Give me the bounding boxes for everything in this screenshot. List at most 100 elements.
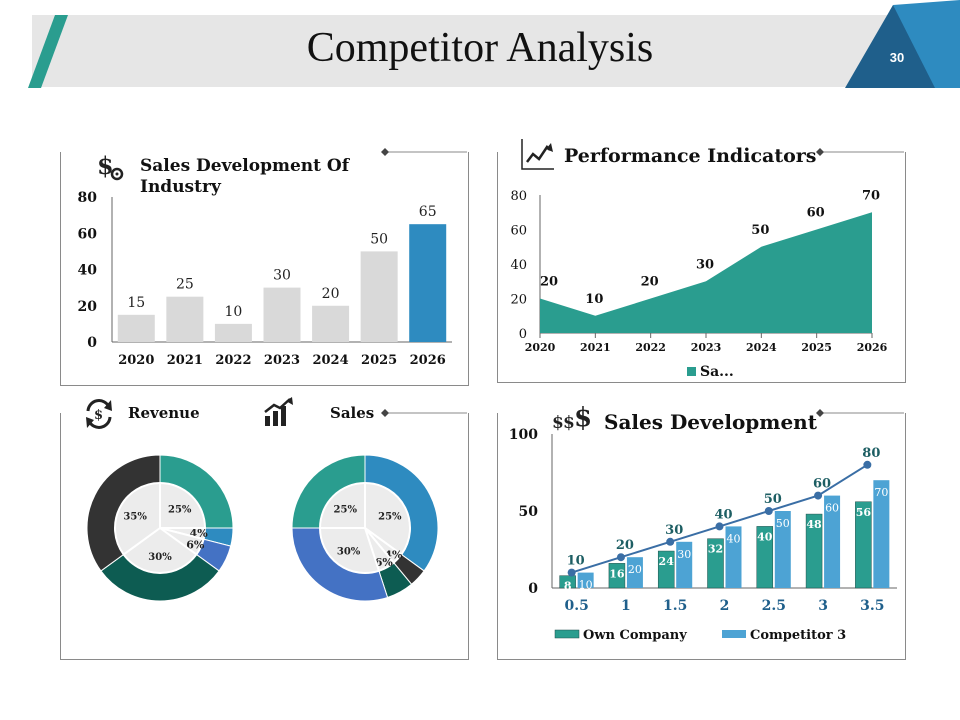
pie-inner-slice	[114, 481, 161, 556]
svg-text:$: $	[94, 408, 103, 423]
y-tick-label: 0	[519, 327, 527, 342]
x-tick-label: 2024	[746, 341, 777, 354]
bar-value-label: 10	[225, 304, 243, 320]
bar-competitor	[725, 526, 742, 588]
x-tick-label: 2022	[215, 353, 251, 368]
bar-value-label: 50	[776, 517, 790, 530]
industry-title: Sales Development Of Industry	[140, 156, 350, 197]
bar	[166, 296, 204, 342]
pie-inner-slice	[159, 481, 207, 529]
bar-competitor	[824, 495, 841, 588]
bar-value-label: 70	[874, 486, 888, 499]
pie-inner-slice	[122, 526, 198, 574]
industry-bar-chart: 0 20 40 60 80 15 2020 25 2021 10 2022 30 2023 20 2024 5…	[78, 190, 452, 368]
x-tick-label: 2023	[264, 353, 300, 368]
bar-own-company	[805, 513, 823, 589]
line-value-label: 40	[714, 507, 732, 522]
slice-label: 25%	[378, 511, 402, 522]
bar-own-company	[657, 550, 675, 589]
y-tick-label: 80	[510, 189, 527, 204]
bar	[263, 287, 301, 342]
legend-swatch	[554, 629, 580, 639]
legend-swatch	[687, 367, 696, 376]
page-number: 30	[889, 50, 905, 65]
bar-value-label: 32	[708, 543, 723, 556]
header-decoration	[28, 0, 960, 88]
pie-inner-slice	[318, 527, 381, 574]
sales-pie-chart: 25%4%6%30%25%	[291, 455, 439, 602]
bar-growth-icon	[264, 397, 293, 426]
bar-value-label: 65	[419, 204, 437, 220]
header-band	[32, 15, 932, 87]
legend-label: Own Company	[583, 628, 687, 643]
line-point	[814, 491, 823, 500]
bar	[409, 224, 447, 342]
x-tick-label: 2021	[580, 341, 611, 354]
bar-competitor	[774, 511, 791, 588]
bar-own-company	[707, 538, 724, 589]
line-value-label: 30	[665, 523, 683, 538]
pies-panel	[60, 413, 469, 660]
data-label: 30	[696, 257, 714, 272]
bar	[214, 323, 252, 342]
bar-value-label: 30	[677, 548, 691, 561]
svg-text:$: $	[552, 413, 564, 433]
diamond-marker	[816, 148, 824, 156]
diamond-marker	[381, 409, 389, 417]
slice-label: 30%	[337, 547, 361, 558]
slice-label: 6%	[375, 556, 394, 569]
legend-label: Sa...	[700, 364, 734, 380]
bar-value-label: 15	[127, 295, 145, 311]
x-tick-label: 2	[720, 598, 730, 614]
page-title: Competitor Analysis	[306, 25, 654, 71]
bar-value-label: 60	[825, 502, 839, 515]
sales-dev-title: Sales Development	[604, 410, 817, 434]
header-triangle-light	[893, 0, 960, 88]
dollar-gear-icon: $	[97, 151, 124, 181]
diamond-marker	[381, 148, 389, 156]
refresh-dollar-icon: $	[86, 399, 112, 429]
slice-label: 35%	[123, 511, 147, 522]
bar-value-label: 40	[727, 532, 741, 545]
x-tick-label: 2023	[691, 341, 722, 354]
trend-chart-icon	[521, 139, 554, 170]
y-tick-label: 0	[528, 581, 538, 597]
y-tick-label: 40	[78, 263, 98, 279]
data-label: 20	[540, 275, 558, 290]
slice-label: 25%	[168, 504, 192, 515]
y-tick-label: 0	[87, 335, 97, 351]
bar-value-label: 20	[322, 286, 340, 302]
data-label: 10	[585, 292, 603, 307]
line-value-label: 20	[616, 538, 634, 553]
x-tick-label: 2022	[635, 341, 666, 354]
area-series	[540, 212, 872, 333]
x-tick-label: 1.5	[663, 598, 687, 614]
bar-value-label: 48	[806, 518, 822, 531]
y-tick-label: 80	[78, 190, 98, 206]
sales-title: Sales	[330, 404, 375, 422]
bar-value-label: 25	[176, 277, 194, 293]
line-point	[863, 460, 872, 469]
dollar-signs-icon: $ $ $	[552, 403, 592, 433]
line-point	[764, 507, 773, 515]
y-tick-label: 50	[519, 504, 539, 520]
line-value-label: 80	[862, 446, 880, 461]
bar-competitor	[577, 572, 594, 588]
legend-label: Competitor 3	[750, 628, 846, 643]
bar	[360, 251, 398, 342]
line-point	[616, 553, 625, 562]
header-accent-stripe	[28, 15, 68, 88]
y-tick-label: 40	[510, 258, 527, 273]
performance-area-chart: 0204060802020202021102022202023302024502…	[510, 188, 887, 380]
y-tick-label: 100	[509, 427, 538, 443]
x-tick-label: 2025	[801, 341, 832, 354]
industry-panel	[60, 152, 469, 386]
x-tick-label: 2021	[167, 353, 203, 368]
svg-text:$: $	[563, 413, 575, 433]
bar-competitor	[676, 541, 693, 588]
diamond-marker	[816, 409, 824, 417]
y-tick-label: 20	[510, 293, 527, 308]
data-label: 70	[862, 188, 880, 203]
bar-value-label: 50	[370, 231, 388, 247]
y-tick-label: 60	[510, 224, 527, 239]
